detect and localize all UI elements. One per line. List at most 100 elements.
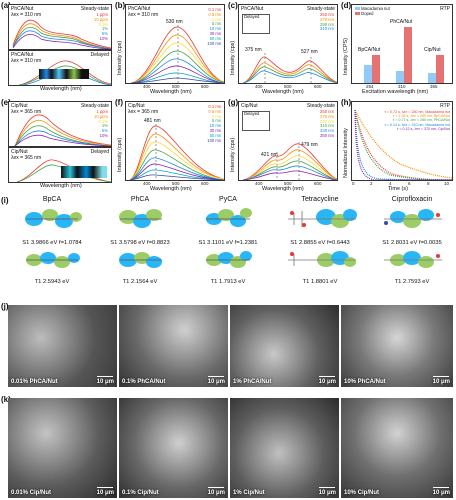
x-axis-label: Time (s) xyxy=(388,186,408,192)
t1-orbital-image xyxy=(206,251,252,268)
s1-orbital-image xyxy=(384,209,442,228)
excitation-label: λex = 310 nm xyxy=(11,12,42,18)
peak-label: 530 nm xyxy=(166,19,183,25)
molecule-ciprofloxacin: Ciprofloxacin S1 2.8031 eV f=0.0035 T1 2… xyxy=(368,196,456,285)
peak-label: 479 nm xyxy=(301,142,318,148)
legend: 1 ppm 10 ppm 0.1% 1% 5% 10% xyxy=(94,12,108,41)
molecule-pyca: PyCA S1 3.1101 eV f=1.2381 T1 1.7913 eV xyxy=(184,196,272,285)
sem-image: 1% PhCA/Nut 10 μm xyxy=(230,305,339,387)
y-axis-label: Intensity (cps) xyxy=(230,40,236,75)
panel-label: (j) xyxy=(1,302,9,311)
bar-nut-254 xyxy=(364,65,372,83)
panel-g-plot: Cip/Nut Steady-state 421 nm 479 nm Delay… xyxy=(238,101,338,181)
x-axis-label: Wavelength (nm) xyxy=(150,186,192,192)
sem-image: 0.1% PhCA/Nut 10 μm xyxy=(119,305,228,387)
plot-mode: Steady-state xyxy=(80,6,109,12)
photo-strip xyxy=(39,69,89,79)
peak-label: 421 nm xyxy=(261,152,278,158)
s1-orbital-image xyxy=(25,209,82,228)
legend: τ = 0.72 s, λex = 280 nm, Macadamia nut … xyxy=(384,110,450,131)
x-axis-label: Wavelength (nm) xyxy=(40,86,82,92)
legend: 250 nm 270 nm 290 nm 310 nm 330 nm 350 n… xyxy=(320,109,334,138)
steady-curves xyxy=(14,114,111,146)
sem-image: 1% Cip/Nut 10 μm xyxy=(230,398,339,498)
sem-image: 0.01% Cip/Nut 10 μm xyxy=(8,398,117,498)
panel-d-plot: Macadamia nut Doped RTP PhCA/Nut BpCA/Nu… xyxy=(351,4,453,84)
peak-label: 481 nm xyxy=(144,118,161,124)
molecule-tetracycline: Tetracycline S1 2.8855 eV f=0.6443 T1 1.… xyxy=(272,196,368,285)
plot-title: PhCA/Nut xyxy=(11,6,34,12)
x-axis-label: Excitation wavelength (nm) xyxy=(362,89,429,95)
plot-title: PhCA/Nut xyxy=(241,6,264,12)
x-axis-label: Wavelength (nm) xyxy=(40,183,82,189)
t1-state: T1 1.8801 eV xyxy=(302,279,338,285)
panel-label: (a) xyxy=(1,1,11,10)
molecule-phca: PhCA S1 3.5798 eV f=0.8823 T1 2.1564 eV xyxy=(96,196,184,285)
t1-orbital-image xyxy=(26,252,80,268)
excitation-spectra xyxy=(242,53,337,83)
y-axis-label: Intensity (cps) xyxy=(117,137,123,172)
y-axis-label: Intensity (cps) xyxy=(230,137,236,172)
t1-orbital-image xyxy=(384,251,442,268)
panel-label: (i) xyxy=(1,196,9,205)
peak-label: 375 nm xyxy=(245,47,262,53)
rtp-label: RTP xyxy=(440,6,450,12)
sem-image: 0.1% Cip/Nut 10 μm xyxy=(119,398,228,498)
inset-plot: Delayed xyxy=(242,111,270,131)
t1-state: T1 2.1564 eV xyxy=(122,279,158,285)
excitation-spectra xyxy=(242,142,337,180)
molecule-bpca: BpCA S1 3.9866 eV f=1.0784 T1 2.5943 eV xyxy=(8,196,96,285)
panel-label: (e) xyxy=(1,98,11,107)
bar-doped-365 xyxy=(436,55,444,83)
s1-state: S1 3.5798 eV f=0.8823 xyxy=(110,240,170,246)
y-axis-label: Normalized Intensity xyxy=(343,128,349,178)
x-axis-label: Wavelength (nm) xyxy=(262,186,304,192)
plot-title: PhCA/Nut xyxy=(11,52,34,58)
panel-h-plot: RTP τ = 0.72 s, λex = 280 nm, Macadamia … xyxy=(351,101,453,181)
s1-state: S1 3.9866 eV f=1.0784 xyxy=(22,240,82,246)
sem-caption: 0.01% PhCA/Nut xyxy=(11,379,58,385)
s1-state: S1 2.8031 eV f=0.0035 xyxy=(382,240,442,246)
x-axis-label: Wavelength (nm) xyxy=(262,89,304,95)
legend: 250 nm 270 nm 290 nm 310 nm xyxy=(320,12,334,32)
bar-label: PhCA/Nut xyxy=(390,19,413,25)
sem-image: 10% Cip/Nut 10 μm xyxy=(341,398,453,498)
legend: Macadamia nut Doped xyxy=(355,6,390,17)
panel-e-steady-plot: Cip/Nut Steady-state λex = 365 nm 1 ppm … xyxy=(8,101,112,147)
bar-doped-310 xyxy=(404,27,412,83)
legend: 1 ppm 10 ppm 0.1% 1% 5% 10% xyxy=(94,109,108,138)
panel-f-plot: Cip/Nut λex = 365 nm 481 nm 0.1 ms 0.5 m… xyxy=(125,101,225,181)
panel-c-plot: PhCA/Nut Steady-state 375 nm 527 nm Dela… xyxy=(238,4,338,84)
panel-label: (h) xyxy=(341,98,352,107)
panel-label: (k) xyxy=(1,395,11,404)
bar-label: BpCA/Nut xyxy=(358,47,381,53)
y-axis-label: Intensity (CPS) xyxy=(343,38,349,75)
t1-orbital-image xyxy=(288,251,356,267)
panel-label: (g) xyxy=(228,98,239,107)
t1-state: T1 2.5943 eV xyxy=(34,279,70,285)
panel-label: (d) xyxy=(341,1,352,10)
s1-orbital-image xyxy=(288,209,357,228)
s1-orbital-image xyxy=(119,209,162,228)
x-axis-label: Wavelength (nm) xyxy=(150,89,192,95)
decay-spectra xyxy=(129,124,224,180)
bar-doped-254 xyxy=(372,55,380,83)
sem-image: 10% PhCA/Nut 10 μm xyxy=(341,305,453,387)
sem-image: 0.01% PhCA/Nut 10 μm xyxy=(8,305,117,387)
inset-plot: Delayed xyxy=(242,14,270,34)
steady-curves xyxy=(12,19,111,49)
t1-state: T1 2.7593 eV xyxy=(394,279,430,285)
bar-nut-365 xyxy=(428,73,436,83)
panel-b-plot: PhCA/Nut λex = 310 nm 530 nm 0.1 ms 0.5 … xyxy=(125,4,225,84)
t1-state: T1 1.7913 eV xyxy=(210,279,246,285)
s1-state: S1 3.1101 eV f=1.2381 xyxy=(198,240,258,246)
peak-label: 527 nm xyxy=(301,49,318,55)
plot-title: PhCA/Nut xyxy=(128,6,151,12)
panel-a-steady-plot: PhCA/Nut Steady-state λex = 310 nm 1 ppm… xyxy=(8,4,112,50)
decay-curves xyxy=(354,109,452,180)
plot-mode: Steady-state xyxy=(306,6,335,12)
scale-label: 10 μm xyxy=(96,379,114,385)
panel-label: (b) xyxy=(115,1,126,10)
plot-mode: Delayed xyxy=(90,52,109,58)
s1-orbital-image xyxy=(206,208,252,227)
